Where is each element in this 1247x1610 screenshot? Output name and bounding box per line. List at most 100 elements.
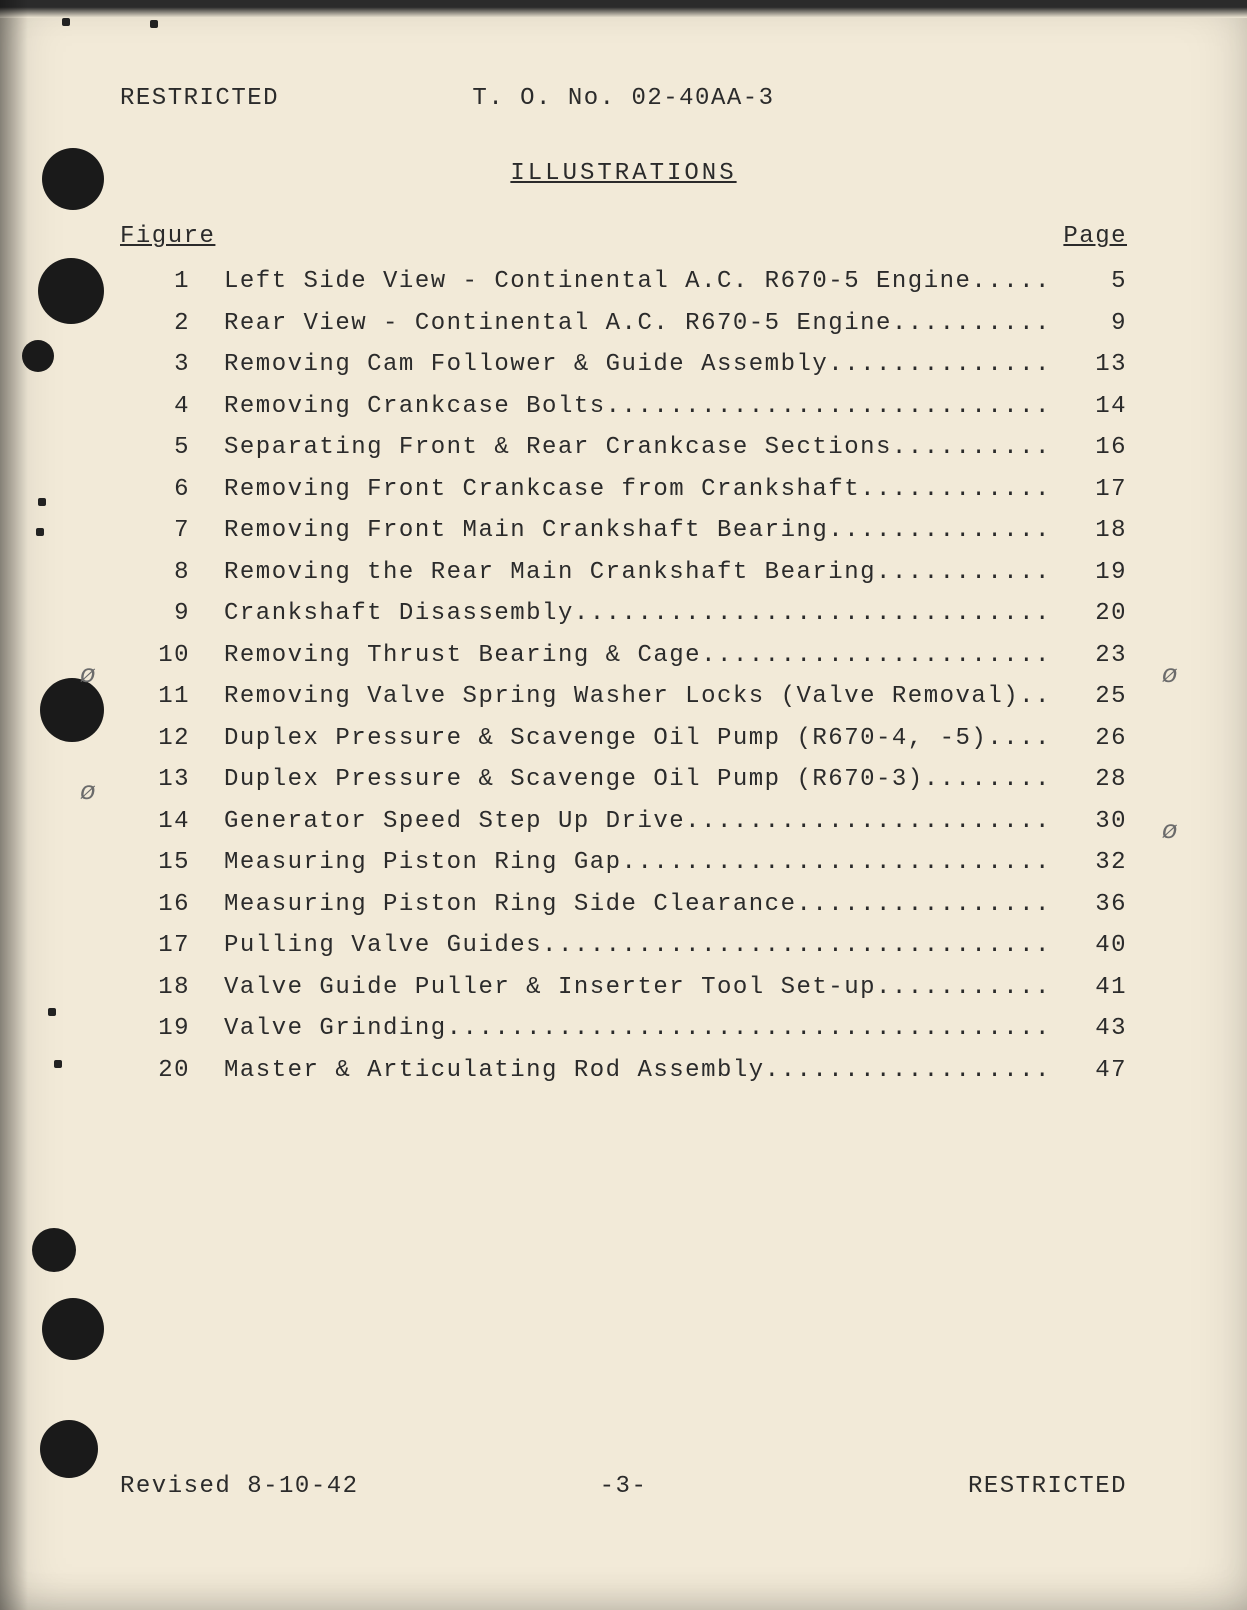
- column-headers: Figure Page: [120, 223, 1127, 250]
- toc-row: 16Measuring Piston Ring Side Clearance..…: [120, 891, 1127, 918]
- figure-number: 4: [120, 393, 224, 420]
- toc-row: 9Crankshaft Disassembly.................…: [120, 600, 1127, 627]
- figure-title: Removing Valve Spring Washer Locks (Valv…: [224, 683, 1055, 710]
- punch-hole: [40, 1420, 98, 1478]
- toc-row: 2Rear View - Continental A.C. R670-5 Eng…: [120, 310, 1127, 337]
- figure-number: 9: [120, 600, 224, 627]
- figure-header: Figure: [120, 223, 215, 250]
- header-row: RESTRICTED T. O. No. 02-40AA-3: [120, 85, 1127, 112]
- figure-title: Removing Thrust Bearing & Cage..........…: [224, 642, 1055, 669]
- figure-number: 14: [120, 808, 224, 835]
- toc-row: 1Left Side View - Continental A.C. R670-…: [120, 268, 1127, 295]
- figure-page: 9: [1055, 310, 1127, 337]
- figure-page: 40: [1055, 932, 1127, 959]
- figure-number: 17: [120, 932, 224, 959]
- figure-page: 28: [1055, 766, 1127, 793]
- scan-edge-left: [0, 0, 28, 1610]
- figure-number: 2: [120, 310, 224, 337]
- annotation-phi: ø: [1162, 660, 1179, 690]
- punch-hole: [22, 340, 54, 372]
- toc-row: 12Duplex Pressure & Scavenge Oil Pump (R…: [120, 725, 1127, 752]
- figure-page: 36: [1055, 891, 1127, 918]
- figure-title: Generator Speed Step Up Drive...........…: [224, 808, 1055, 835]
- figure-number: 20: [120, 1057, 224, 1084]
- figure-title: Removing Front Crankcase from Crankshaft…: [224, 476, 1055, 503]
- toc-row: 5Separating Front & Rear Crankcase Secti…: [120, 434, 1127, 461]
- figure-title: Removing Crankcase Bolts................…: [224, 393, 1055, 420]
- figure-number: 8: [120, 559, 224, 586]
- scan-speck: [36, 528, 44, 536]
- page-content: RESTRICTED T. O. No. 02-40AA-3 ILLUSTRAT…: [120, 85, 1127, 1500]
- figure-number: 19: [120, 1015, 224, 1042]
- annotation-phi: ø: [80, 660, 97, 690]
- figure-page: 19: [1055, 559, 1127, 586]
- figure-number: 12: [120, 725, 224, 752]
- toc-row: 3Removing Cam Follower & Guide Assembly.…: [120, 351, 1127, 378]
- figure-page: 26: [1055, 725, 1127, 752]
- figure-page: 43: [1055, 1015, 1127, 1042]
- toc-row: 4Removing Crankcase Bolts...............…: [120, 393, 1127, 420]
- figure-page: 16: [1055, 434, 1127, 461]
- figure-number: 6: [120, 476, 224, 503]
- scan-speck: [38, 498, 46, 506]
- toc-row: 20Master & Articulating Rod Assembly....…: [120, 1057, 1127, 1084]
- scan-speck: [54, 1060, 62, 1068]
- figure-page: 32: [1055, 849, 1127, 876]
- figure-page: 14: [1055, 393, 1127, 420]
- figure-title: Rear View - Continental A.C. R670-5 Engi…: [224, 310, 1055, 337]
- figure-page: 5: [1055, 268, 1127, 295]
- figure-number: 10: [120, 642, 224, 669]
- toc-row: 7Removing Front Main Crankshaft Bearing.…: [120, 517, 1127, 544]
- figure-page: 18: [1055, 517, 1127, 544]
- section-title: ILLUSTRATIONS: [120, 160, 1127, 187]
- scan-edge-top: [0, 0, 1247, 18]
- figure-page: 30: [1055, 808, 1127, 835]
- figure-page: 41: [1055, 974, 1127, 1001]
- figure-page: 17: [1055, 476, 1127, 503]
- punch-hole: [42, 148, 104, 210]
- annotation-phi: ø: [1162, 816, 1179, 846]
- illustrations-list: 1Left Side View - Continental A.C. R670-…: [120, 268, 1127, 1084]
- toc-row: 6Removing Front Crankcase from Crankshaf…: [120, 476, 1127, 503]
- page-header: Page: [1063, 223, 1127, 250]
- figure-title: Measuring Piston Ring Side Clearance....…: [224, 891, 1055, 918]
- figure-number: 1: [120, 268, 224, 295]
- punch-hole: [32, 1228, 76, 1272]
- figure-title: Master & Articulating Rod Assembly......…: [224, 1057, 1055, 1084]
- figure-number: 11: [120, 683, 224, 710]
- figure-number: 13: [120, 766, 224, 793]
- figure-number: 18: [120, 974, 224, 1001]
- figure-page: 13: [1055, 351, 1127, 378]
- scan-speck: [62, 18, 70, 26]
- toc-row: 14Generator Speed Step Up Drive.........…: [120, 808, 1127, 835]
- toc-row: 10Removing Thrust Bearing & Cage........…: [120, 642, 1127, 669]
- figure-title: Measuring Piston Ring Gap...............…: [224, 849, 1055, 876]
- figure-title: Removing Front Main Crankshaft Bearing..…: [224, 517, 1055, 544]
- figure-title: Duplex Pressure & Scavenge Oil Pump (R67…: [224, 766, 1055, 793]
- toc-row: 18Valve Guide Puller & Inserter Tool Set…: [120, 974, 1127, 1001]
- figure-title: Left Side View - Continental A.C. R670-5…: [224, 268, 1055, 295]
- document-number: T. O. No. 02-40AA-3: [120, 85, 1127, 112]
- scan-speck: [150, 20, 158, 28]
- page-number: -3-: [120, 1473, 1127, 1500]
- punch-hole: [42, 1298, 104, 1360]
- footer-row: Revised 8-10-42 -3- RESTRICTED: [120, 1473, 1127, 1500]
- toc-row: 11Removing Valve Spring Washer Locks (Va…: [120, 683, 1127, 710]
- toc-row: 13Duplex Pressure & Scavenge Oil Pump (R…: [120, 766, 1127, 793]
- figure-page: 20: [1055, 600, 1127, 627]
- toc-row: 17Pulling Valve Guides..................…: [120, 932, 1127, 959]
- toc-row: 15Measuring Piston Ring Gap.............…: [120, 849, 1127, 876]
- figure-page: 47: [1055, 1057, 1127, 1084]
- figure-title: Duplex Pressure & Scavenge Oil Pump (R67…: [224, 725, 1055, 752]
- punch-hole: [38, 258, 104, 324]
- toc-row: 19Valve Grinding........................…: [120, 1015, 1127, 1042]
- figure-number: 7: [120, 517, 224, 544]
- figure-title: Removing the Rear Main Crankshaft Bearin…: [224, 559, 1055, 586]
- figure-page: 23: [1055, 642, 1127, 669]
- figure-page: 25: [1055, 683, 1127, 710]
- figure-number: 3: [120, 351, 224, 378]
- figure-number: 15: [120, 849, 224, 876]
- toc-row: 8Removing the Rear Main Crankshaft Beari…: [120, 559, 1127, 586]
- scan-speck: [48, 1008, 56, 1016]
- figure-title: Valve Grinding..........................…: [224, 1015, 1055, 1042]
